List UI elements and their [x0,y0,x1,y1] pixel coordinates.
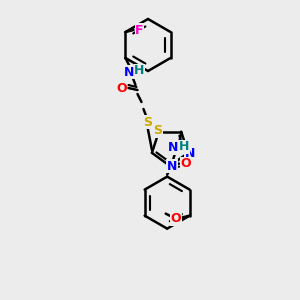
Text: S: S [143,116,152,128]
Text: N: N [185,147,195,161]
Text: N: N [167,160,177,172]
Text: O: O [170,212,181,225]
Text: N: N [124,65,135,79]
Text: O: O [116,82,127,94]
Text: N: N [168,141,178,154]
Text: H: H [179,140,189,153]
Text: S: S [153,124,162,137]
Text: O: O [181,157,191,170]
Text: F: F [135,23,144,37]
Text: H: H [134,64,145,77]
